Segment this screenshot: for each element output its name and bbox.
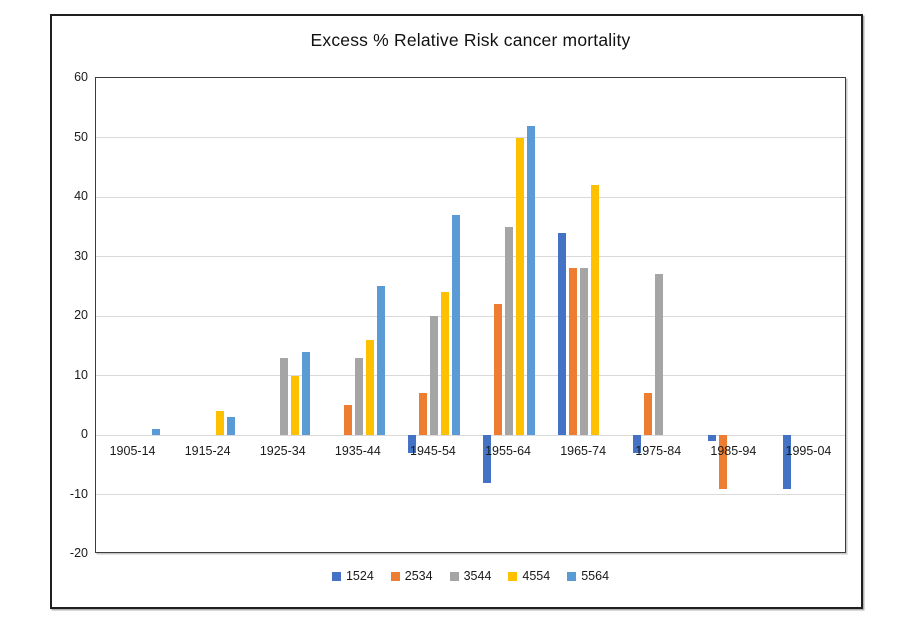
bar-3544-1965-74 xyxy=(580,268,589,435)
bar-2534-1955-64 xyxy=(494,304,503,435)
legend-item-2534: 2534 xyxy=(390,569,433,583)
y-tick-label: 10 xyxy=(74,367,88,382)
bar-3544-1945-54 xyxy=(429,316,438,435)
bar-2534-1985-94 xyxy=(719,435,728,489)
legend-swatch-icon xyxy=(567,571,577,581)
y-tick-label: 40 xyxy=(74,189,88,203)
gridline xyxy=(96,137,845,138)
legend-label: 2534 xyxy=(404,569,433,583)
legend: 1524 2534 3544 4554 5564 xyxy=(95,569,846,583)
bar-5564-1925-34 xyxy=(301,351,310,435)
bar-2534-1945-54 xyxy=(418,393,427,435)
bar-3544-1935-44 xyxy=(354,357,363,435)
gridline xyxy=(96,494,845,495)
legend-item-5564: 5564 xyxy=(567,569,609,583)
x-tick-label: 1975-84 xyxy=(635,444,682,458)
legend-swatch-icon xyxy=(449,571,459,581)
legend-swatch-icon xyxy=(331,571,341,581)
bar-5564-1955-64 xyxy=(527,125,536,435)
chart-title: Excess % Relative Risk cancer mortality xyxy=(310,30,631,50)
x-tick-label: 1945-54 xyxy=(410,444,456,458)
x-tick-label: 1925-34 xyxy=(259,444,306,458)
y-tick-label: 20 xyxy=(74,308,88,322)
bar-5564-1915-24 xyxy=(226,417,235,435)
x-tick-label: 1995-04 xyxy=(785,444,832,458)
gridline xyxy=(96,315,845,317)
gridline xyxy=(96,196,845,198)
bar-1524-1985-94 xyxy=(708,435,717,441)
y-tick-label: -10 xyxy=(69,486,88,501)
bar-4554-1965-74 xyxy=(591,185,600,435)
bar-1524-1945-54 xyxy=(407,435,416,453)
legend-item-3544: 3544 xyxy=(449,569,492,583)
bar-4554-1925-34 xyxy=(290,375,299,435)
y-tick-label: 50 xyxy=(74,129,88,144)
x-tick-label: 1905-14 xyxy=(109,444,156,458)
legend-swatch-icon xyxy=(390,571,400,581)
legend-label: 1524 xyxy=(345,569,374,583)
x-tick-label: 1915-24 xyxy=(184,444,231,458)
y-tick-label: -20 xyxy=(69,546,88,560)
bar-3544-1925-34 xyxy=(279,357,288,435)
bar-1524-1965-74 xyxy=(558,232,567,435)
plot-area xyxy=(95,77,846,553)
bar-4554-1935-44 xyxy=(365,339,374,435)
bar-4554-1955-64 xyxy=(516,137,525,435)
x-tick-label: 1935-44 xyxy=(334,444,381,458)
x-tick-label: 1955-64 xyxy=(485,444,531,458)
gridline xyxy=(96,434,845,436)
legend-swatch-icon xyxy=(508,571,518,581)
x-tick-label: 1985-94 xyxy=(710,444,757,458)
y-tick-label: 60 xyxy=(74,70,88,84)
bar-5564-1905-14 xyxy=(151,429,160,435)
bar-3544-1955-64 xyxy=(505,226,514,435)
bar-2534-1935-44 xyxy=(343,405,352,435)
gridline xyxy=(96,375,845,376)
x-tick-label: 1965-74 xyxy=(560,444,607,458)
bar-5564-1935-44 xyxy=(376,286,385,435)
legend-label: 3544 xyxy=(463,569,492,583)
gridline xyxy=(96,256,845,257)
bar-2534-1965-74 xyxy=(569,268,578,435)
bar-1524-1955-64 xyxy=(483,435,492,483)
bar-4554-1915-24 xyxy=(215,411,224,435)
legend-item-1524: 1524 xyxy=(331,569,374,583)
bar-5564-1945-54 xyxy=(451,214,460,435)
bar-2534-1975-84 xyxy=(644,393,653,435)
bar-1524-1975-84 xyxy=(633,435,642,453)
y-tick-label: 0 xyxy=(81,427,88,441)
bar-4554-1945-54 xyxy=(440,292,449,435)
y-tick-label: 30 xyxy=(74,248,88,263)
legend-label: 4554 xyxy=(522,569,551,583)
legend-item-4554: 4554 xyxy=(508,569,550,583)
bar-3544-1975-84 xyxy=(655,274,664,435)
bar-1524-1995-04 xyxy=(783,435,792,489)
legend-label: 5564 xyxy=(581,569,610,583)
